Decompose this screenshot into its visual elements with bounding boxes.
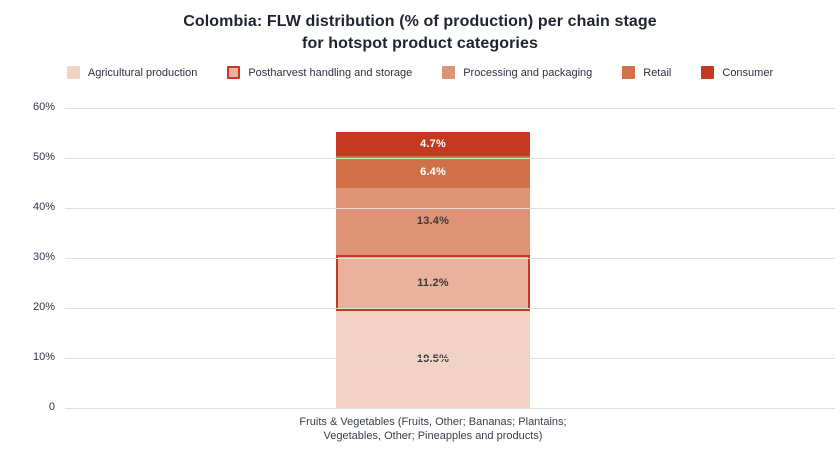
chart-title-line-2: for hotspot product categories [302,34,538,52]
legend-item-retail[interactable]: Retail [622,66,671,79]
legend-item-postharvest-handling-and-storage[interactable]: Postharvest handling and storage [227,66,412,79]
gridline-20 [65,308,835,309]
x-category-label-line-2: Vegetables, Other; Pineapples and produc… [323,430,543,443]
bar-segment-value-label-agricultural-production: 19.5% [416,353,450,366]
bar-segment-agricultural-production[interactable]: 19.5% [336,310,530,408]
x-category-label: Fruits & Vegetables (Fruits, Other; Bana… [213,415,653,444]
gridline-40 [65,208,835,209]
gridline-30 [65,258,835,259]
legend-label-consumer: Consumer [722,66,774,79]
x-category-label-line-1: Fruits & Vegetables (Fruits, Other; Bana… [299,416,567,428]
bar-segment-value-label-consumer: 4.7% [420,137,446,150]
stacked-bar: 4.7% 6.4% 13.4% 11.2% 19.5% [336,132,530,408]
y-axis-tick-label-40: 40% [32,201,55,213]
legend: Agricultural production Postharvest handl… [0,66,840,79]
bar-segment-value-label-processing-and-packaging: 13.4% [416,215,450,227]
legend-label-processing-and-packaging: Processing and packaging [463,66,593,79]
y-axis-tick-label-50: 50% [32,151,55,163]
bar-segment-value-label-retail: 6.4% [420,165,446,178]
y-axis-tick-label-60: 60% [32,101,55,113]
bar-segment-consumer[interactable]: 4.7% [336,132,530,156]
gridline-0 [65,408,835,409]
legend-label-postharvest-handling-and-storage: Postharvest handling and storage [248,66,413,79]
legend-swatch-icon-processing-and-packaging [442,66,456,79]
legend-item-consumer[interactable]: Consumer [701,66,773,79]
legend-swatch-icon-retail [622,66,636,79]
y-axis-tick-label-10: 10% [32,351,55,363]
bar-segment-retail[interactable]: 6.4% [336,155,530,188]
gridline-50 [65,158,835,159]
bar-segment-processing-and-packaging[interactable]: 13.4% [336,187,530,255]
legend-item-processing-and-packaging[interactable]: Processing and packaging [442,66,592,79]
legend-swatch-icon-agricultural-production [66,66,80,79]
plot-area: 4.7% 6.4% 13.4% 11.2% 19.5% 60% 50% 40% 30% 20% 1… [33,101,835,413]
y-axis-tick-label-0: 0 [48,401,55,413]
chart-title-line-1: Colombia: FLW distribution (% of product… [183,13,657,30]
gridline-60 [65,108,835,109]
legend-label-retail: Retail [643,66,672,79]
chart-title: Colombia: FLW distribution (% of product… [0,11,840,54]
legend-item-agricultural-production[interactable]: Agricultural production [66,66,198,79]
bar-segment-value-label-postharvest-handling-and-storage: 11.2% [417,276,449,289]
legend-swatch-icon-consumer [701,66,715,79]
gridline-10 [65,358,835,359]
y-axis-tick-label-20: 20% [32,301,55,313]
y-axis-tick-label-30: 30% [32,251,55,263]
legend-swatch-icon-postharvest-handling-and-storage [227,66,241,79]
bar-segment-postharvest-handling-and-storage[interactable]: 11.2% [336,254,530,311]
legend-label-agricultural-production: Agricultural production [87,66,198,79]
